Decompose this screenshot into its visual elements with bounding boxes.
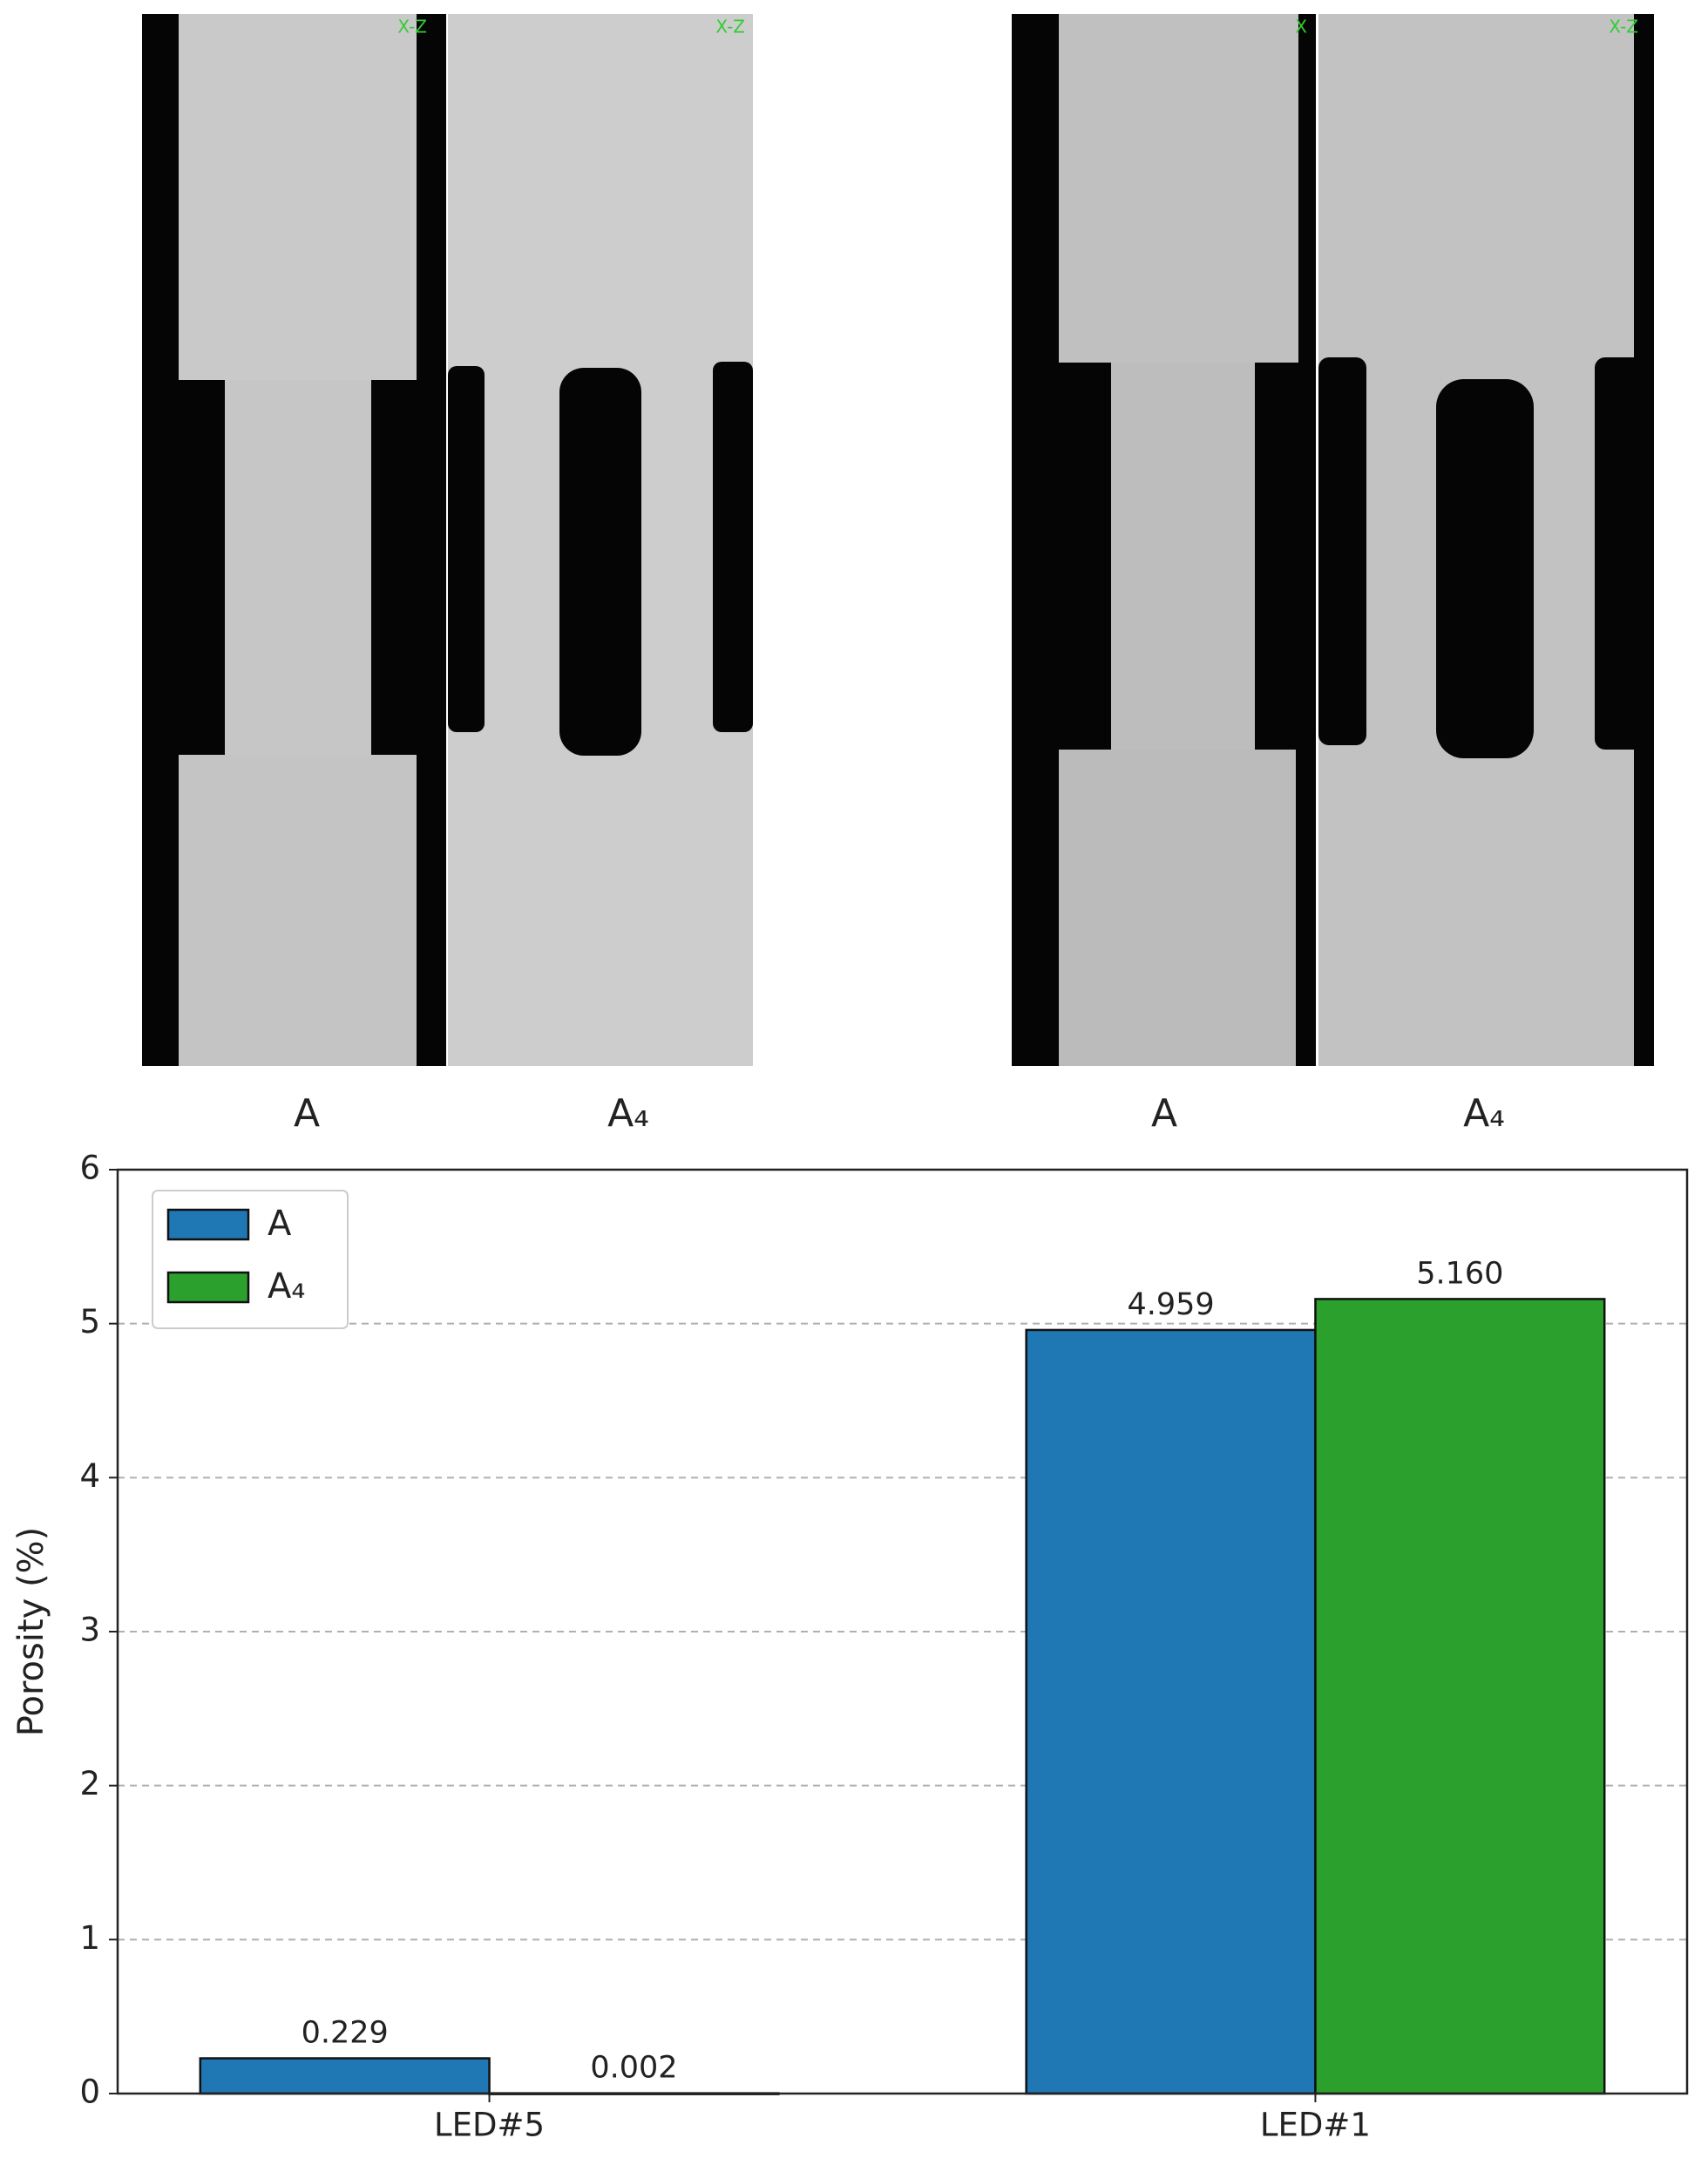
ct-region bbox=[179, 14, 417, 380]
legend-label: A bbox=[268, 1204, 292, 1244]
axes-frame bbox=[116, 1168, 1689, 2095]
panel-label: A₄ bbox=[1463, 1091, 1505, 1136]
bar bbox=[1314, 1298, 1606, 2095]
legend-swatch bbox=[166, 1271, 250, 1304]
legend-label: A₄ bbox=[268, 1266, 305, 1307]
x-tick-label: LED#5 bbox=[434, 2107, 545, 2144]
ct-region bbox=[1595, 357, 1654, 750]
value-label: 4.959 bbox=[1127, 1287, 1214, 1322]
ct-region bbox=[1436, 379, 1534, 758]
legend: A A₄ bbox=[152, 1190, 349, 1329]
ct-region bbox=[1059, 750, 1296, 1066]
value-label: 0.229 bbox=[302, 2016, 389, 2051]
y-tick-label: 1 bbox=[79, 1919, 100, 1957]
y-tick-label: 0 bbox=[79, 2074, 100, 2111]
ct-region bbox=[1059, 14, 1298, 363]
y-tick-label: 4 bbox=[79, 1457, 100, 1495]
y-tick-label: 3 bbox=[79, 1612, 100, 1649]
y-tick-label: 6 bbox=[79, 1150, 100, 1187]
x-tick-label: LED#1 bbox=[1260, 2107, 1371, 2144]
ct-region bbox=[713, 362, 753, 732]
image-tag: X-Z bbox=[1609, 17, 1638, 37]
ct-region bbox=[179, 755, 417, 1066]
plot: 0 1 2 3 4 5 6 LED#5 0.229 0.002 LED#1 4.959 5.160 A A₄ bbox=[79, 1150, 1689, 2144]
image-tag: X bbox=[1295, 17, 1307, 37]
ct-region bbox=[559, 368, 641, 756]
ct-images: X-Z X-Z X X-Z bbox=[142, 14, 1654, 1066]
bar bbox=[199, 2057, 491, 2095]
value-label: 5.160 bbox=[1416, 1256, 1503, 1291]
y-axis-label: Porosity (%) bbox=[11, 1527, 51, 1736]
y-tick-label: 5 bbox=[79, 1303, 100, 1341]
ct-region bbox=[1318, 357, 1366, 745]
legend-swatch bbox=[166, 1208, 250, 1241]
bar bbox=[1025, 1328, 1317, 2095]
ct-region bbox=[225, 380, 371, 755]
image-tag: X-Z bbox=[397, 17, 427, 37]
panel-label: A bbox=[294, 1091, 320, 1136]
panel-label: A₄ bbox=[607, 1091, 649, 1136]
image-tag: X-Z bbox=[715, 17, 745, 37]
ct-region bbox=[1111, 363, 1255, 750]
panel-label: A bbox=[1151, 1091, 1177, 1136]
ct-region bbox=[448, 366, 485, 732]
y-tick-label: 2 bbox=[79, 1765, 100, 1802]
value-label: 0.002 bbox=[590, 2051, 677, 2086]
